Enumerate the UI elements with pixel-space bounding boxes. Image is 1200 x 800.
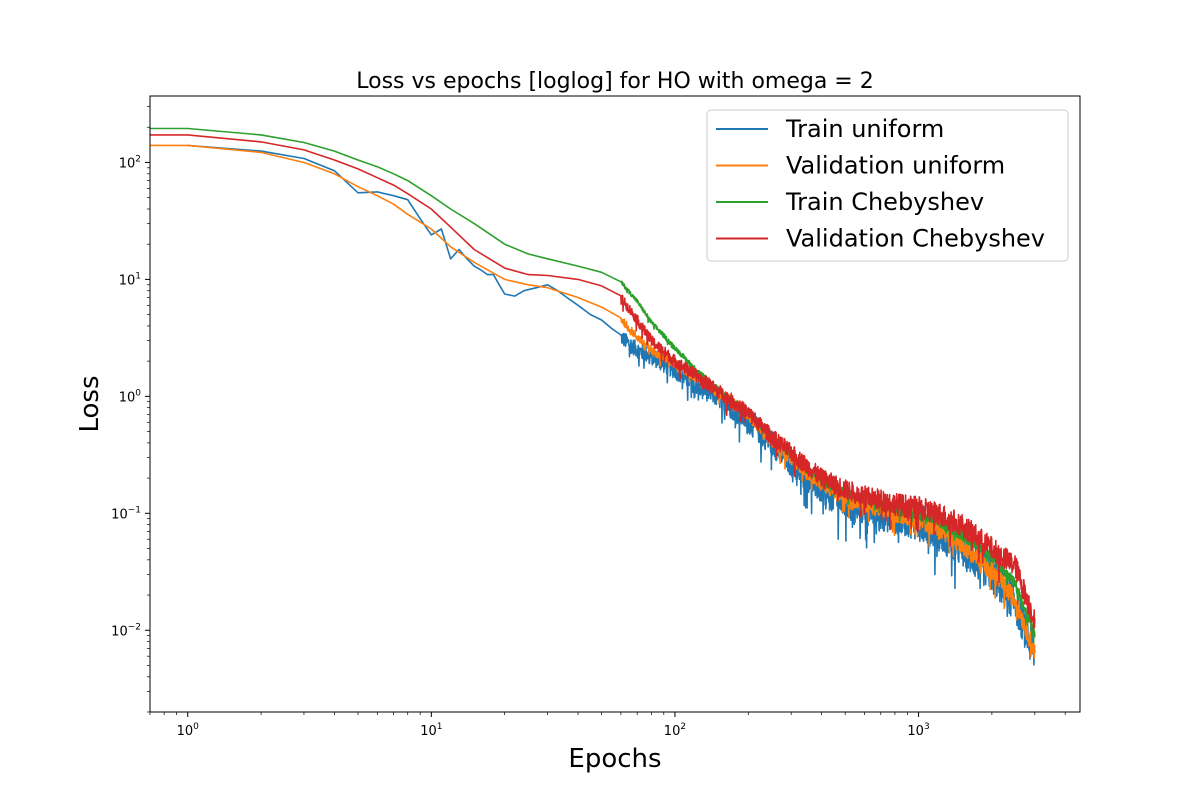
legend-label: Train uniform bbox=[785, 115, 944, 143]
series-line-validation-chebyshev bbox=[150, 134, 1036, 630]
x-axis-label: Epochs bbox=[568, 744, 661, 774]
y-axis: 10−2 10−1 100 101 102 bbox=[111, 106, 150, 713]
x-tick-label: 100 bbox=[177, 722, 200, 739]
legend-label: Validation Chebyshev bbox=[786, 225, 1045, 253]
legend-frame bbox=[706, 109, 1069, 262]
legend-label: Validation uniform bbox=[786, 152, 1005, 180]
legend: Train uniform Validation uniform Train Che… bbox=[706, 109, 1069, 262]
legend-label: Train Chebyshev bbox=[785, 188, 984, 216]
y-axis-label: Loss bbox=[75, 375, 105, 432]
y-tick-label: 101 bbox=[119, 271, 141, 288]
y-tick-label: 102 bbox=[119, 154, 141, 171]
plot-frame bbox=[149, 95, 1081, 713]
plot-series bbox=[150, 127, 1036, 666]
x-tick-label: 101 bbox=[420, 722, 442, 739]
y-tick-label: 10−2 bbox=[111, 622, 141, 639]
chart-title: Loss vs epochs [loglog] for HO with omeg… bbox=[356, 69, 873, 94]
y-tick-label: 100 bbox=[119, 388, 142, 405]
y-tick-label: 10−1 bbox=[111, 505, 141, 522]
x-tick-label: 102 bbox=[664, 722, 686, 739]
x-tick-label: 103 bbox=[907, 722, 929, 739]
x-axis: 100 101 102 103 bbox=[149, 712, 1066, 739]
